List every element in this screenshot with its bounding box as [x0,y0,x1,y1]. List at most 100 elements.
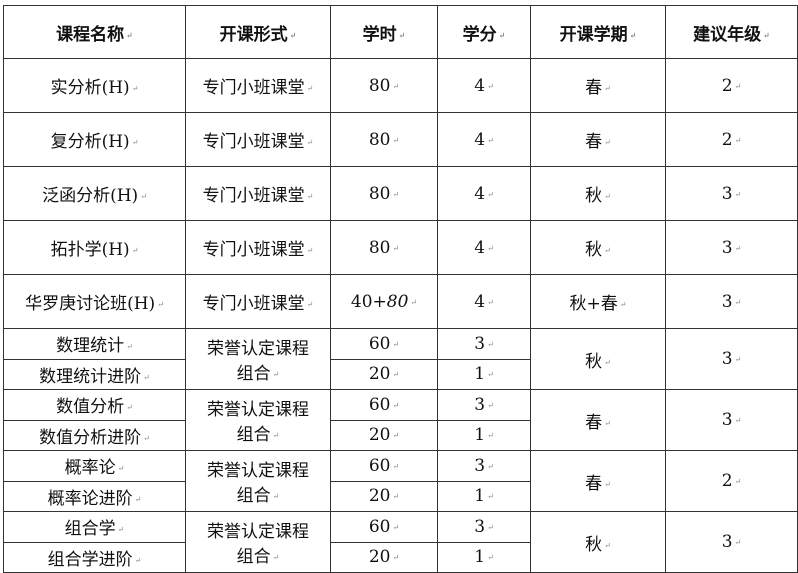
cell-hours: 20 [330,419,438,451]
cell-name: 数理统计进阶 [3,358,186,390]
cell-credits-text: 4 [474,292,494,312]
cell-hours-text: 60 [369,334,399,354]
cell-grade-text: 3 [722,238,742,258]
header-format: 开课形式 [185,5,331,59]
cell-hours: 60 [330,511,438,543]
cell-term-text: 春 [585,132,611,152]
format-line2: 组合 [186,420,330,445]
cell-name: 泛函分析(H) [3,166,186,221]
cell-grade-text: 2 [722,130,742,150]
table-row: 实分析(H) 专门小班课堂 80 4 春 2 [3,58,798,113]
cell-grade-text: 2 [722,471,742,491]
cell-name: 组合学 [3,511,186,543]
cell-term-text: 春 [585,413,611,433]
hours-base: 40+ [350,291,387,312]
cell-grade: 3 [665,389,798,451]
cell-credits: 3 [437,511,531,543]
format-line1: 荣誉认定课程 [207,400,309,420]
hours-extra: 80 [387,292,417,312]
cell-hours: 20 [330,541,438,573]
table-row: 华罗庚讨论班(H) 专门小班课堂 40+80 4 秋+春 3 [3,274,798,329]
cell-hours-text: 20 [369,547,399,567]
cell-credits: 3 [437,450,531,482]
cell-name: 华罗庚讨论班(H) [3,274,186,329]
cell-name-text: 概率论进阶 [48,489,142,509]
cell-format: 荣誉认定课程 组合 [185,328,331,390]
header-grade-text: 建议年级 [693,25,770,45]
cell-hours-text: 20 [369,486,399,506]
cell-credits-text: 4 [474,184,494,204]
cell-credits-text: 3 [474,395,494,415]
cell-format-text: 专门小班课堂 [203,78,314,98]
cell-hours: 80 [330,166,438,221]
format-line2: 组合 [186,542,330,567]
cell-grade-text: 3 [722,292,742,312]
cell-format-text: 专门小班课堂 [203,294,314,314]
table-row: 拓扑学(H) 专门小班课堂 80 4 秋 3 [3,220,798,275]
cell-format: 专门小班课堂 [185,274,331,329]
cell-grade-text: 3 [722,532,742,552]
cell-term-text: 春 [585,474,611,494]
cell-term: 秋 [530,328,666,390]
cell-name: 复分析(H) [3,112,186,167]
cell-hours-text: 80 [369,130,399,150]
cell-hours-text: 60 [369,517,399,537]
cell-term: 秋 [530,220,666,275]
cell-credits: 1 [437,480,531,512]
cell-hours: 60 [330,389,438,421]
cell-credits: 4 [437,112,531,167]
cell-name-text: 复分析(H) [51,132,139,152]
cell-name-text: 数理统计进阶 [39,367,150,387]
cell-name-text: 实分析(H) [51,78,139,98]
cell-grade-text: 3 [722,349,742,369]
header-hours-text: 学时 [363,25,406,45]
format-line1: 荣誉认定课程 [207,522,309,542]
cell-format-text: 专门小班课堂 [203,186,314,206]
cell-hours: 60 [330,328,438,360]
cell-name-text: 拓扑学(H) [51,240,139,260]
cell-credits-text: 3 [474,334,494,354]
cell-hours: 20 [330,480,438,512]
cell-credits-text: 1 [474,425,494,445]
cell-hours: 80 [330,220,438,275]
cell-grade: 3 [665,274,798,329]
table-row: 数理统计进阶 20 1 [3,358,798,390]
cell-grade-text: 3 [722,410,742,430]
format-line2: 组合 [186,481,330,506]
cell-name: 概率论 [3,450,186,482]
cell-name: 数值分析进阶 [3,419,186,451]
cell-name: 数值分析 [3,389,186,421]
course-table: 课程名称开课形式学时学分开课学期建议年级 实分析(H)专门小班课堂804春2复分… [3,5,798,573]
table-row: 组合学进阶 20 1 [3,541,798,573]
cell-name: 数理统计 [3,328,186,360]
cell-hours-text: 60 [369,456,399,476]
cell-credits-text: 4 [474,238,494,258]
cell-grade-text: 3 [722,184,742,204]
cell-credits: 3 [437,328,531,360]
cell-term-text: 秋 [585,240,611,260]
cell-grade: 3 [665,511,798,573]
cell-credits-text: 1 [474,547,494,567]
cell-credits: 1 [437,419,531,451]
cell-name: 拓扑学(H) [3,220,186,275]
cell-grade: 2 [665,112,798,167]
cell-format: 专门小班课堂 [185,112,331,167]
cell-hours: 80 [330,58,438,113]
header-name-text: 课程名称 [56,25,133,45]
cell-hours-text: 80 [369,184,399,204]
cell-format: 荣誉认定课程 组合 [185,450,331,512]
cell-grade: 3 [665,166,798,221]
cell-credits: 1 [437,541,531,573]
table-row: 概率论进阶 20 1 [3,480,798,512]
cell-format: 专门小班课堂 [185,58,331,113]
cell-term: 秋 [530,166,666,221]
header-credits-text: 学分 [463,25,506,45]
cell-credits-text: 3 [474,456,494,476]
cell-name: 组合学进阶 [3,541,186,573]
cell-hours: 40+80 [330,274,438,329]
cell-hours: 20 [330,358,438,390]
cell-credits: 4 [437,220,531,275]
cell-grade-text: 2 [722,76,742,96]
